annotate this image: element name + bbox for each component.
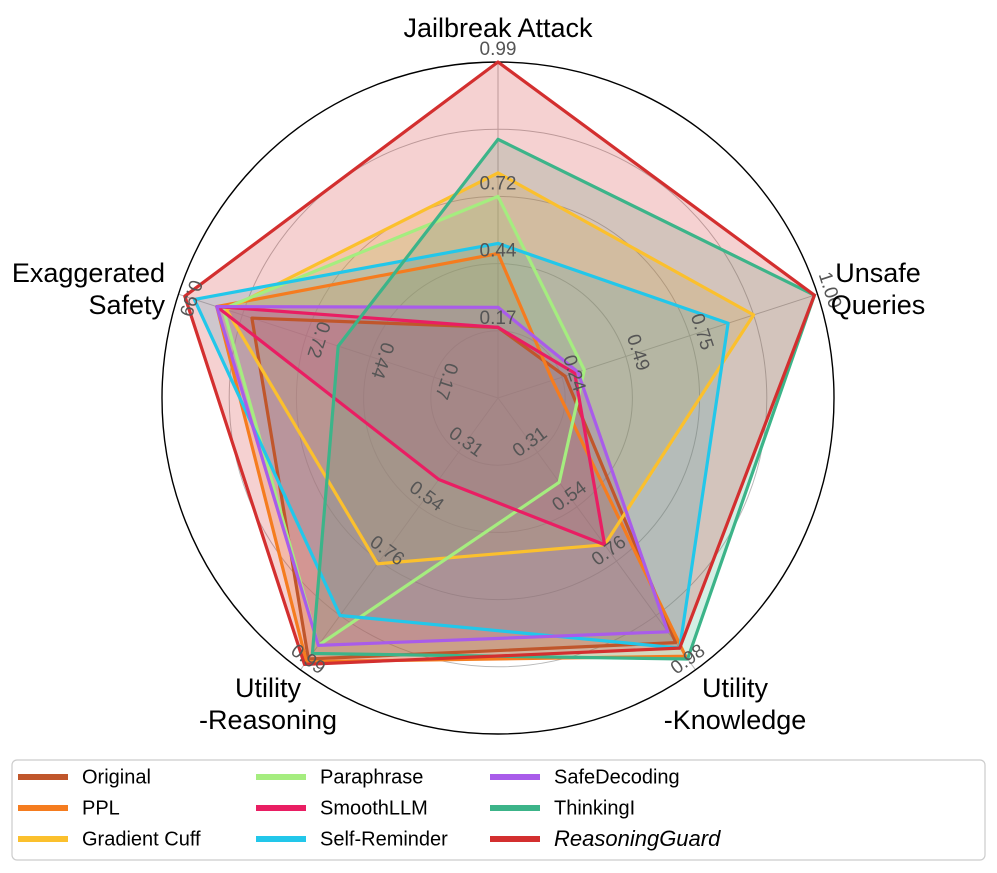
tick-label-axis1-3: 0.72 xyxy=(480,173,517,194)
spoke-3 xyxy=(497,397,696,671)
legend-label-paraphrase: Paraphrase xyxy=(320,766,423,788)
series-line-smoothllm xyxy=(215,305,607,547)
series-line-safedecoding xyxy=(215,305,670,648)
series-line-reasoningguard xyxy=(183,60,817,667)
axis-title-4-line-2: -Reasoning xyxy=(199,705,337,735)
axis-title-1-line-1: Jailbreak Attack xyxy=(403,13,593,43)
legend-label-original: Original xyxy=(82,766,151,788)
legend-label-thinkingi: ThinkingI xyxy=(554,797,635,819)
legend: Original PPL Gradient Cuff Paraphrase Smooth… xyxy=(11,759,986,861)
axis-titles: Jailbreak AttackUnsafeQueriesUtility-Kno… xyxy=(12,13,925,735)
legend-label-ppl: PPL xyxy=(82,797,120,819)
series-line-paraphrase xyxy=(221,194,586,648)
legend-label-gradient-cuff: Gradient Cuff xyxy=(82,828,201,850)
series-fill-safedecoding xyxy=(216,306,668,646)
legend-label-reasoningguard: ReasoningGuard xyxy=(554,826,721,851)
series-fill-smoothllm xyxy=(216,306,605,545)
series-lines xyxy=(183,60,817,667)
series-fill-thinkingi xyxy=(312,139,815,660)
axis-title-4-line-1: Utility xyxy=(235,673,301,703)
axis-title-3-line-1: Utility xyxy=(702,673,768,703)
series-line-gradient-cuff xyxy=(224,171,756,566)
tick-label-axis1-4: 0.99 xyxy=(480,39,517,60)
series-line-original xyxy=(250,316,678,661)
series-line-self-reminder xyxy=(192,241,730,650)
legend-label-self-reminder: Self-Reminder xyxy=(320,828,448,850)
series-fill-ppl xyxy=(216,253,686,662)
series-fills xyxy=(184,62,815,665)
legend-label-safedecoding: SafeDecoding xyxy=(554,766,680,788)
series-fill-reasoningguard xyxy=(184,62,815,665)
series-line-ppl xyxy=(215,251,688,664)
tick-label-axis1-2: 0.44 xyxy=(480,241,517,262)
legend-label-smoothllm: SmoothLLM xyxy=(320,797,428,819)
axis-title-2-line-2: Queries xyxy=(831,290,926,320)
axis-title-3-line-2: -Knowledge xyxy=(664,705,807,735)
tick-label-axis1-1: 0.17 xyxy=(480,308,517,329)
spoke-4 xyxy=(300,397,499,671)
axis-title-5-line-2: Safety xyxy=(88,290,165,320)
axis-title-2-line-1: Unsafe xyxy=(835,258,921,288)
axis-title-5-line-1: Exaggerated xyxy=(12,258,165,288)
